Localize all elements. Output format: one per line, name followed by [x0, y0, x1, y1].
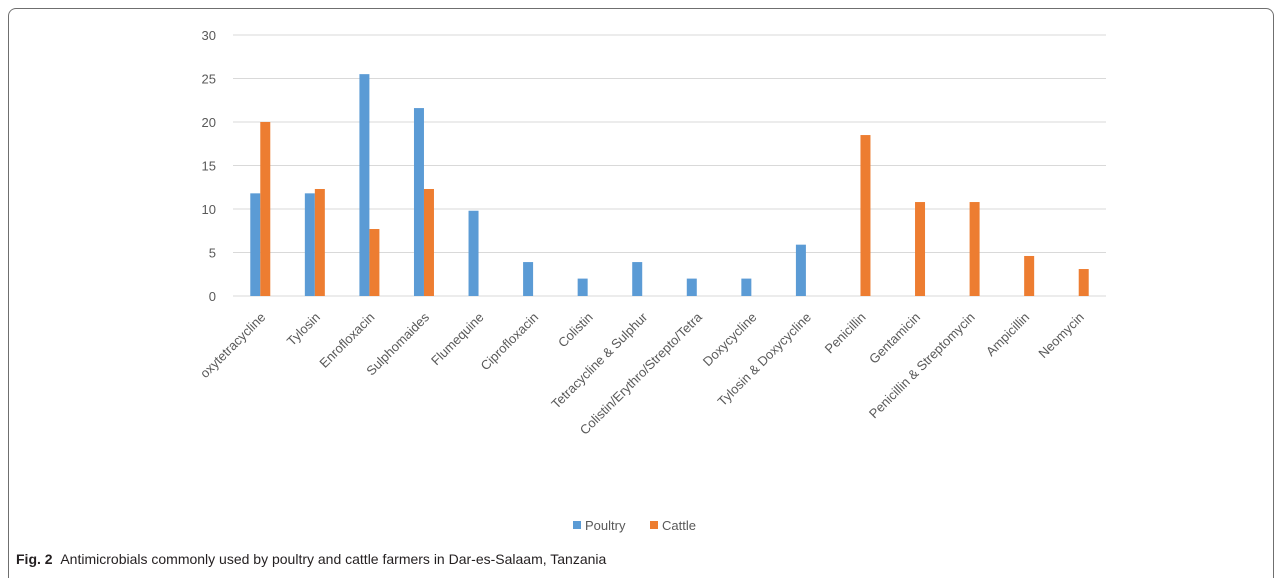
x-tick-label: Colistin: [555, 310, 596, 351]
y-tick-label: 25: [202, 72, 216, 87]
bar-cattle-gentamicin: [915, 202, 926, 296]
legend-label: Poultry: [585, 518, 626, 533]
bar-poultry-colistin: [577, 278, 588, 296]
bar-cattle-ampicillin: [1024, 255, 1035, 296]
bar-poultry-ciprofloxacin: [523, 262, 534, 296]
legend-item-cattle: Cattle: [650, 518, 696, 533]
y-tick-label: 0: [209, 289, 216, 304]
y-tick-label: 5: [209, 246, 216, 261]
bar-poultry-tylosin-doxycycline: [795, 244, 806, 296]
x-tick-label: oxytetracycline: [197, 310, 268, 381]
bar-poultry-enrofloxacin: [359, 74, 370, 297]
bar-cattle-oxytetracycline: [260, 122, 271, 296]
x-tick-label: Tylosin: [284, 310, 323, 349]
bar-cattle-penicillin-streptomycin: [969, 202, 980, 296]
x-tick-label: Flumequine: [428, 310, 487, 369]
bar-poultry-sulphomaides: [413, 108, 424, 296]
legend-swatch: [573, 521, 581, 529]
x-tick-label: Doxycycline: [700, 310, 760, 370]
bar-poultry-colistin-erythro-strepto-tetra: [686, 278, 697, 296]
bar-poultry-doxycycline: [741, 278, 752, 296]
legend: Poultry Cattle: [573, 518, 696, 533]
x-tick-label: Tetracycline & Sulphur: [548, 309, 651, 412]
caption-text: Antimicrobials commonly used by poultry …: [60, 551, 607, 567]
y-tick-label: 10: [202, 202, 216, 217]
bars: [250, 74, 1089, 297]
legend-label: Cattle: [662, 518, 696, 533]
bar-poultry-tylosin: [304, 193, 315, 296]
caption-label: Fig. 2: [16, 551, 53, 567]
x-tick-label: Tylosin & Doxycycline: [715, 310, 815, 410]
x-axis-category-labels: oxytetracycline TylosinEnrofloxacinSulpho…: [197, 309, 1087, 438]
figure-caption: Fig. 2 Antimicrobials commonly used by p…: [16, 551, 606, 567]
legend-swatch: [650, 521, 658, 529]
bar-poultry-oxytetracycline: [250, 193, 261, 296]
x-tick-label: Penicillin & Streptomycin: [866, 310, 978, 422]
x-tick-label: Penicillin: [822, 310, 869, 357]
bar-cattle-enrofloxacin: [369, 229, 380, 296]
bar-cattle-tylosin: [314, 188, 325, 296]
y-tick-label: 20: [202, 115, 216, 130]
figure-frame: [8, 8, 1274, 578]
y-tick-label: 30: [202, 28, 216, 43]
bar-cattle-neomycin: [1078, 269, 1089, 296]
bar-poultry-flumequine: [468, 210, 479, 296]
x-tick-label: Ciprofloxacin: [477, 310, 541, 374]
x-tick-label: Ampicillin: [983, 310, 1032, 359]
y-tick-label: 15: [202, 159, 216, 174]
bar-cattle-penicillin: [860, 135, 871, 296]
bar-cattle-sulphomaides: [423, 188, 434, 296]
x-tick-label: Gentamicin: [866, 310, 923, 367]
legend-item-poultry: Poultry: [573, 518, 626, 533]
y-axis-ticks: 0 5 10 15 20 25 30: [202, 28, 216, 304]
bar-poultry-tetracycline-sulphur: [632, 262, 643, 296]
x-tick-label: Neomycin: [1035, 310, 1086, 361]
